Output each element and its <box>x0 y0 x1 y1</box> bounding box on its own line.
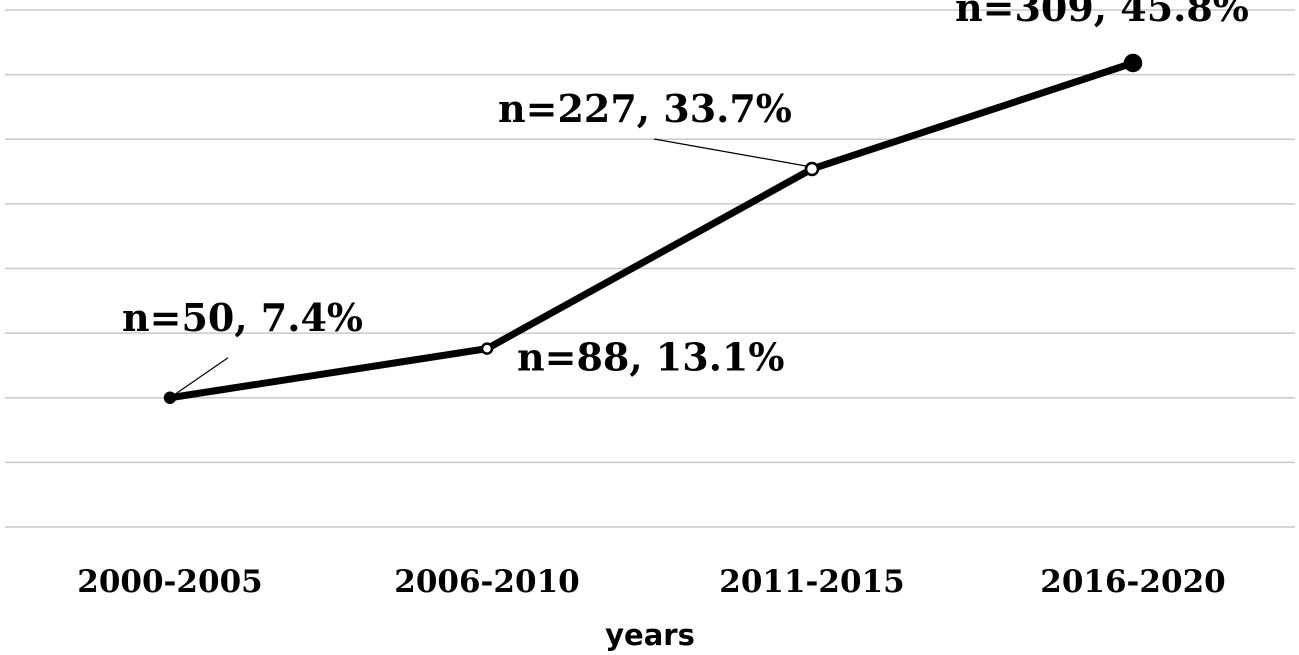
x-tick-label: 2016-2020 <box>1040 564 1225 600</box>
x-tick-label: 2011-2015 <box>719 564 904 600</box>
x-axis-title: years <box>605 618 695 652</box>
x-tick-label: 2006-2010 <box>394 564 579 600</box>
leader-line <box>653 138 807 167</box>
x-tick-labels: 2000-2005 2006-2010 2011-2015 2016-2020 <box>77 564 1225 600</box>
series-line <box>166 59 1137 402</box>
gridlines <box>5 9 1295 528</box>
data-point <box>163 391 177 404</box>
leader-line <box>169 357 229 399</box>
data-label: n=50, 7.4% <box>122 295 363 340</box>
data-point <box>480 342 494 355</box>
data-points <box>163 53 1143 404</box>
label-leader-lines <box>169 138 807 399</box>
x-tick-label: 2000-2005 <box>77 564 262 600</box>
data-label: n=88, 13.1% <box>517 335 784 380</box>
data-point <box>1123 53 1143 73</box>
data-label: n=309, 45.8% <box>955 0 1249 30</box>
data-point <box>804 161 820 177</box>
data-labels: n=50, 7.4% n=88, 13.1% n=227, 33.7% n=309, … <box>122 0 1249 380</box>
data-label: n=227, 33.7% <box>498 86 792 131</box>
